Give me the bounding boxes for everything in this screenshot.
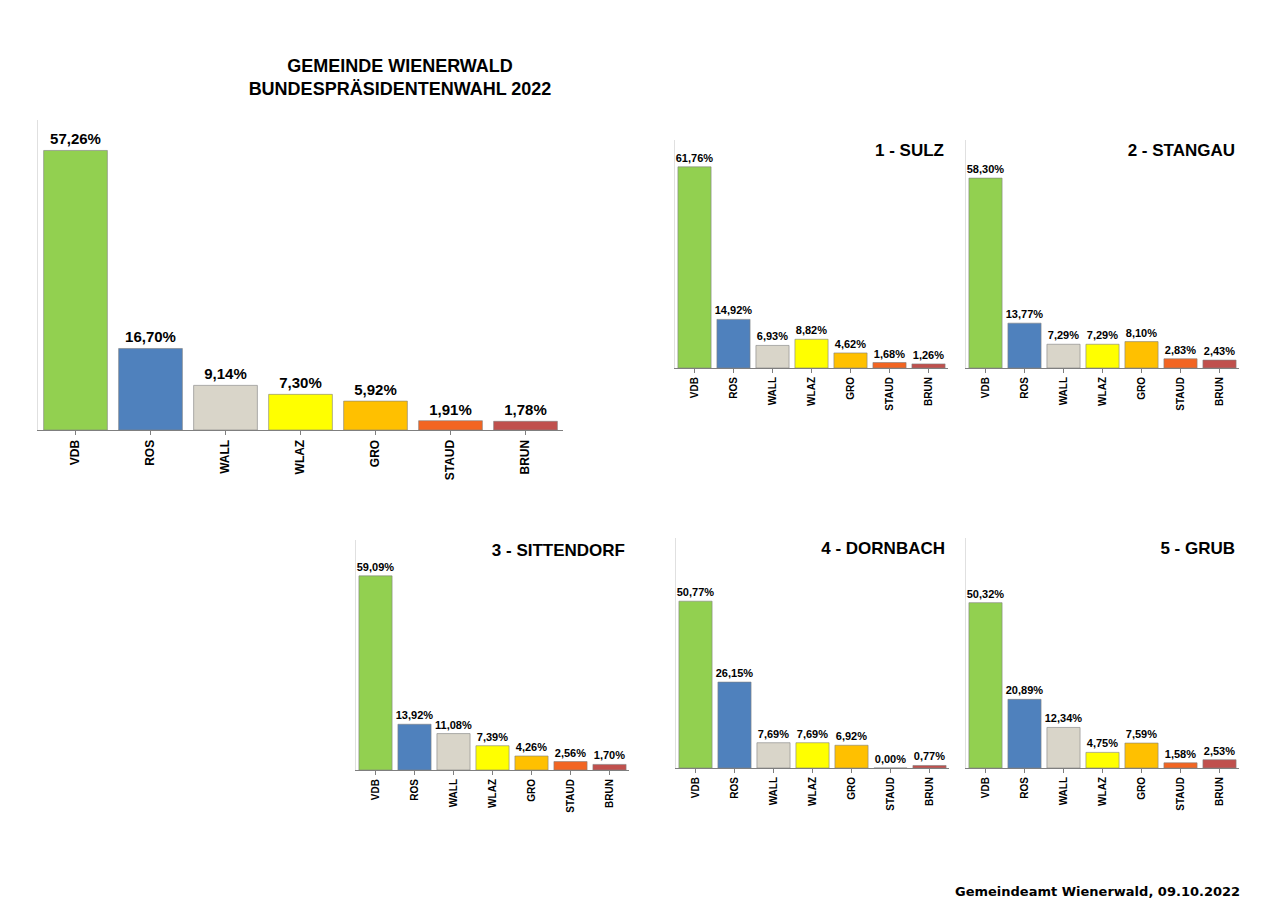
svg-text:BRUN: BRUN — [1214, 377, 1225, 406]
svg-text:STAUD: STAUD — [884, 377, 895, 411]
svg-text:7,69%: 7,69% — [758, 728, 789, 740]
svg-text:VDB: VDB — [690, 777, 701, 798]
svg-text:1,78%: 1,78% — [504, 401, 547, 418]
svg-text:GRO: GRO — [1136, 777, 1147, 800]
svg-text:VDB: VDB — [68, 439, 82, 465]
svg-text:1 - SULZ: 1 - SULZ — [875, 141, 944, 160]
svg-text:7,30%: 7,30% — [279, 374, 322, 391]
svg-text:VDB: VDB — [689, 377, 700, 398]
svg-text:61,76%: 61,76% — [676, 152, 714, 164]
svg-text:BRUN: BRUN — [1214, 777, 1225, 806]
html-text:Gemeindeamt Wienerwald, 09.10.: Gemeindeamt Wienerwald, 09.10.2022 — [955, 884, 1241, 899]
svg-text:GRO: GRO — [368, 440, 382, 467]
svg-text:5,92%: 5,92% — [354, 381, 397, 398]
svg-text:1,68%: 1,68% — [874, 348, 905, 360]
svg-text:12,34%: 12,34% — [1045, 712, 1083, 724]
svg-text:ROS: ROS — [1019, 777, 1030, 799]
svg-text:13,92%: 13,92% — [396, 709, 434, 721]
svg-text:8,10%: 8,10% — [1126, 327, 1157, 339]
svg-text:57,26%: 57,26% — [50, 130, 101, 147]
svg-text:WALL: WALL — [448, 779, 459, 807]
svg-text:STAUD: STAUD — [565, 779, 576, 813]
svg-text:6,92%: 6,92% — [836, 730, 867, 742]
svg-text:WALL: WALL — [1058, 777, 1069, 805]
svg-text:9,14%: 9,14% — [204, 365, 247, 382]
svg-text:13,77%: 13,77% — [1006, 308, 1044, 320]
svg-text:VDB: VDB — [370, 779, 381, 800]
svg-text:2 - STANGAU: 2 - STANGAU — [1128, 141, 1235, 160]
svg-text:2,56%: 2,56% — [555, 747, 586, 759]
svg-text:ROS: ROS — [409, 779, 420, 801]
svg-text:0,77%: 0,77% — [914, 750, 945, 762]
svg-text:GRO: GRO — [845, 377, 856, 400]
svg-text:ROS: ROS — [143, 440, 157, 466]
svg-text:ROS: ROS — [1019, 377, 1030, 399]
svg-text:1,58%: 1,58% — [1165, 748, 1196, 760]
svg-text:2,43%: 2,43% — [1204, 345, 1235, 357]
svg-text:WLAZ: WLAZ — [487, 779, 498, 808]
svg-text:2,53%: 2,53% — [1204, 745, 1235, 757]
svg-text:0,00%: 0,00% — [875, 753, 906, 765]
svg-text:BRUN: BRUN — [518, 440, 532, 475]
svg-text:GRO: GRO — [526, 779, 537, 802]
svg-text:7,39%: 7,39% — [477, 731, 508, 743]
svg-text:VDB: VDB — [980, 377, 991, 398]
svg-text:WLAZ: WLAZ — [293, 440, 307, 475]
svg-text:STAUD: STAUD — [1175, 377, 1186, 411]
svg-text:STAUD: STAUD — [443, 439, 457, 480]
svg-text:4,26%: 4,26% — [516, 741, 547, 753]
svg-text:BRUN: BRUN — [604, 779, 615, 808]
svg-text:ROS: ROS — [728, 377, 739, 399]
svg-text:26,15%: 26,15% — [716, 667, 754, 679]
svg-text:8,82%: 8,82% — [796, 324, 827, 336]
svg-text:4 - DORNBACH: 4 - DORNBACH — [821, 539, 945, 558]
svg-text:14,92%: 14,92% — [715, 304, 753, 316]
svg-text:59,09%: 59,09% — [357, 561, 395, 573]
svg-text:4,75%: 4,75% — [1087, 737, 1118, 749]
svg-text:VDB: VDB — [980, 777, 991, 798]
svg-text:GRO: GRO — [846, 777, 857, 800]
svg-text:GEMEINDE WIENERWALDBUNDESPRÄSI: GEMEINDE WIENERWALDBUNDESPRÄSIDENTENWAHL… — [249, 56, 552, 99]
svg-text:5 - GRUB: 5 - GRUB — [1160, 539, 1235, 558]
svg-text:58,30%: 58,30% — [967, 163, 1005, 175]
svg-text:6,93%: 6,93% — [757, 330, 788, 342]
svg-text:WLAZ: WLAZ — [806, 377, 817, 406]
svg-text:7,29%: 7,29% — [1048, 329, 1079, 341]
svg-text:BRUN: BRUN — [923, 377, 934, 406]
svg-text:WALL: WALL — [768, 777, 779, 805]
svg-text:2,83%: 2,83% — [1165, 344, 1196, 356]
svg-text:WALL: WALL — [1058, 377, 1069, 405]
svg-text:16,70%: 16,70% — [125, 328, 176, 345]
svg-text:WLAZ: WLAZ — [1097, 377, 1108, 406]
svg-text:STAUD: STAUD — [1175, 777, 1186, 811]
svg-text:WLAZ: WLAZ — [807, 777, 818, 806]
svg-text:50,32%: 50,32% — [967, 588, 1005, 600]
svg-text:7,59%: 7,59% — [1126, 728, 1157, 740]
svg-text:WALL: WALL — [767, 377, 778, 405]
svg-text:20,89%: 20,89% — [1006, 684, 1044, 696]
svg-text:ROS: ROS — [729, 777, 740, 799]
svg-text:1,26%: 1,26% — [913, 349, 944, 361]
svg-text:BRUN: BRUN — [924, 777, 935, 806]
svg-text:1,91%: 1,91% — [429, 401, 472, 418]
svg-text:7,29%: 7,29% — [1087, 329, 1118, 341]
svg-text:WLAZ: WLAZ — [1097, 777, 1108, 806]
svg-text:STAUD: STAUD — [885, 777, 896, 811]
svg-text:GRO: GRO — [1136, 377, 1147, 400]
svg-text:WALL: WALL — [218, 440, 232, 474]
svg-text:1,70%: 1,70% — [594, 749, 625, 761]
svg-text:4,62%: 4,62% — [835, 338, 866, 350]
svg-text:3 - SITTENDORF: 3 - SITTENDORF — [492, 541, 625, 560]
svg-text:11,08%: 11,08% — [435, 719, 472, 731]
svg-text:50,77%: 50,77% — [677, 586, 715, 598]
svg-text:7,69%: 7,69% — [797, 728, 828, 740]
